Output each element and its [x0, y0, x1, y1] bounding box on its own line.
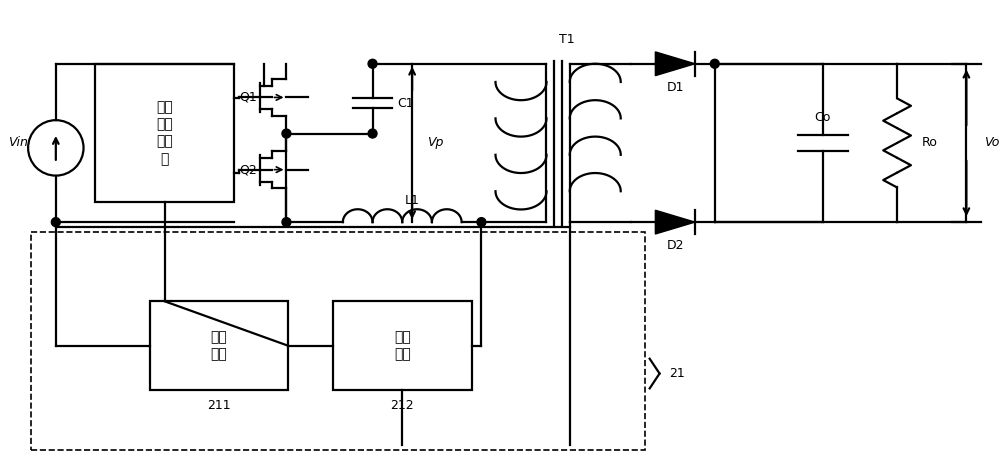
Circle shape	[368, 59, 377, 68]
Text: Q2: Q2	[239, 163, 257, 176]
Text: 212: 212	[390, 399, 414, 412]
Text: Vp: Vp	[427, 136, 443, 149]
Text: D1: D1	[666, 81, 684, 94]
Text: L1: L1	[405, 194, 420, 207]
Circle shape	[368, 129, 377, 138]
Circle shape	[710, 59, 719, 68]
Circle shape	[282, 218, 291, 226]
Text: Vin: Vin	[8, 136, 28, 149]
Text: D2: D2	[666, 240, 684, 252]
Polygon shape	[655, 52, 695, 76]
Text: 控制
模块: 控制 模块	[211, 330, 228, 361]
Bar	[95, 64, 234, 202]
Text: 采样
模块: 采样 模块	[394, 330, 411, 361]
Polygon shape	[655, 210, 695, 234]
Circle shape	[477, 218, 486, 226]
Circle shape	[51, 218, 60, 226]
Bar	[333, 301, 472, 390]
Text: 开关
管驱
动电
路: 开关 管驱 动电 路	[156, 100, 173, 166]
Circle shape	[282, 129, 291, 138]
Text: Q1: Q1	[239, 91, 257, 104]
Bar	[150, 301, 288, 390]
Bar	[31, 232, 645, 450]
Text: 211: 211	[207, 399, 231, 412]
Text: 21: 21	[669, 367, 685, 380]
Text: C1: C1	[397, 97, 414, 110]
Text: T1: T1	[559, 33, 575, 45]
Text: Vo: Vo	[984, 136, 1000, 149]
Text: Ro: Ro	[922, 136, 938, 149]
Text: Co: Co	[815, 111, 831, 124]
